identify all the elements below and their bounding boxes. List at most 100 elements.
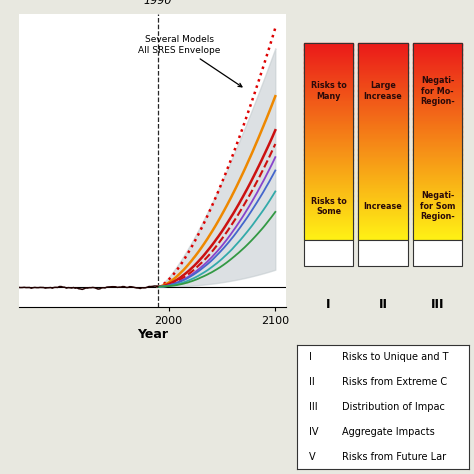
Bar — [358, 87, 408, 89]
Bar — [358, 109, 408, 110]
Bar — [304, 77, 353, 79]
Bar — [304, 117, 353, 118]
Bar — [304, 67, 353, 69]
Bar — [358, 102, 408, 104]
Bar — [358, 164, 408, 166]
Bar — [358, 174, 408, 176]
Bar — [413, 235, 462, 237]
Bar — [358, 184, 408, 186]
Bar — [413, 220, 462, 222]
Bar — [413, 61, 462, 63]
Bar — [358, 237, 408, 238]
Bar — [304, 207, 353, 209]
Bar — [413, 212, 462, 214]
Bar — [413, 113, 462, 115]
Bar — [413, 213, 462, 215]
Bar — [304, 45, 353, 46]
Bar — [413, 177, 462, 179]
Bar — [304, 131, 353, 133]
Bar — [304, 135, 353, 137]
Bar — [413, 56, 462, 58]
Text: III: III — [431, 298, 445, 310]
Bar — [304, 235, 353, 237]
Bar — [304, 109, 353, 110]
Bar — [413, 69, 462, 71]
Bar — [304, 189, 353, 191]
Bar — [358, 235, 408, 237]
Bar — [304, 202, 353, 204]
Bar — [304, 191, 353, 192]
Bar — [413, 128, 462, 130]
Bar — [304, 185, 353, 187]
Bar — [304, 233, 353, 235]
Bar — [413, 219, 462, 220]
Bar — [304, 61, 353, 63]
Bar — [358, 182, 408, 184]
Text: Negati-
for Som
Region-: Negati- for Som Region- — [420, 191, 456, 221]
Bar — [304, 176, 353, 178]
Bar — [358, 210, 408, 212]
Bar — [358, 167, 408, 169]
Text: Risks to
Some: Risks to Some — [310, 197, 346, 216]
Bar — [413, 222, 462, 224]
Bar — [304, 228, 353, 230]
Bar — [358, 161, 408, 163]
Bar — [358, 82, 408, 84]
Bar — [413, 202, 462, 204]
Bar — [358, 166, 408, 168]
Bar — [358, 57, 408, 59]
Bar — [304, 177, 353, 179]
Bar — [304, 174, 353, 176]
Bar — [358, 191, 408, 192]
Bar — [304, 89, 353, 91]
Bar — [358, 240, 408, 266]
Bar — [304, 223, 353, 225]
Bar — [413, 215, 462, 217]
Bar — [413, 100, 462, 102]
Bar — [304, 237, 353, 238]
Bar — [358, 55, 408, 56]
Bar — [413, 176, 462, 178]
Bar — [413, 84, 462, 86]
Bar — [304, 85, 353, 87]
Bar — [413, 125, 462, 127]
Bar — [358, 103, 408, 105]
Bar — [358, 120, 408, 122]
Bar — [358, 99, 408, 100]
Bar — [358, 227, 408, 228]
Bar — [413, 169, 462, 171]
Bar — [304, 63, 353, 64]
Bar — [304, 151, 353, 153]
Bar — [304, 205, 353, 207]
Bar — [358, 148, 408, 150]
Bar — [304, 94, 353, 96]
Bar — [304, 197, 353, 199]
Bar — [304, 159, 353, 161]
Bar — [358, 194, 408, 196]
Bar — [358, 145, 408, 146]
Bar — [413, 97, 462, 99]
Bar — [358, 181, 408, 182]
Bar — [304, 121, 353, 123]
Bar — [304, 53, 353, 55]
Bar — [413, 135, 462, 137]
Bar — [304, 225, 353, 227]
Bar — [413, 79, 462, 81]
Bar — [358, 197, 408, 199]
Bar — [413, 205, 462, 207]
Text: Distribution of Impac: Distribution of Impac — [342, 402, 445, 412]
Bar — [413, 46, 462, 48]
Bar — [358, 213, 408, 215]
Bar — [413, 59, 462, 61]
Text: I: I — [309, 352, 312, 362]
Bar — [413, 181, 462, 182]
Bar — [413, 118, 462, 120]
Bar — [413, 57, 462, 59]
Bar — [304, 118, 353, 120]
Text: II: II — [309, 377, 315, 387]
Bar — [413, 240, 462, 266]
Bar — [304, 153, 353, 155]
Bar — [413, 238, 462, 240]
Bar — [304, 173, 353, 174]
Bar — [413, 51, 462, 53]
